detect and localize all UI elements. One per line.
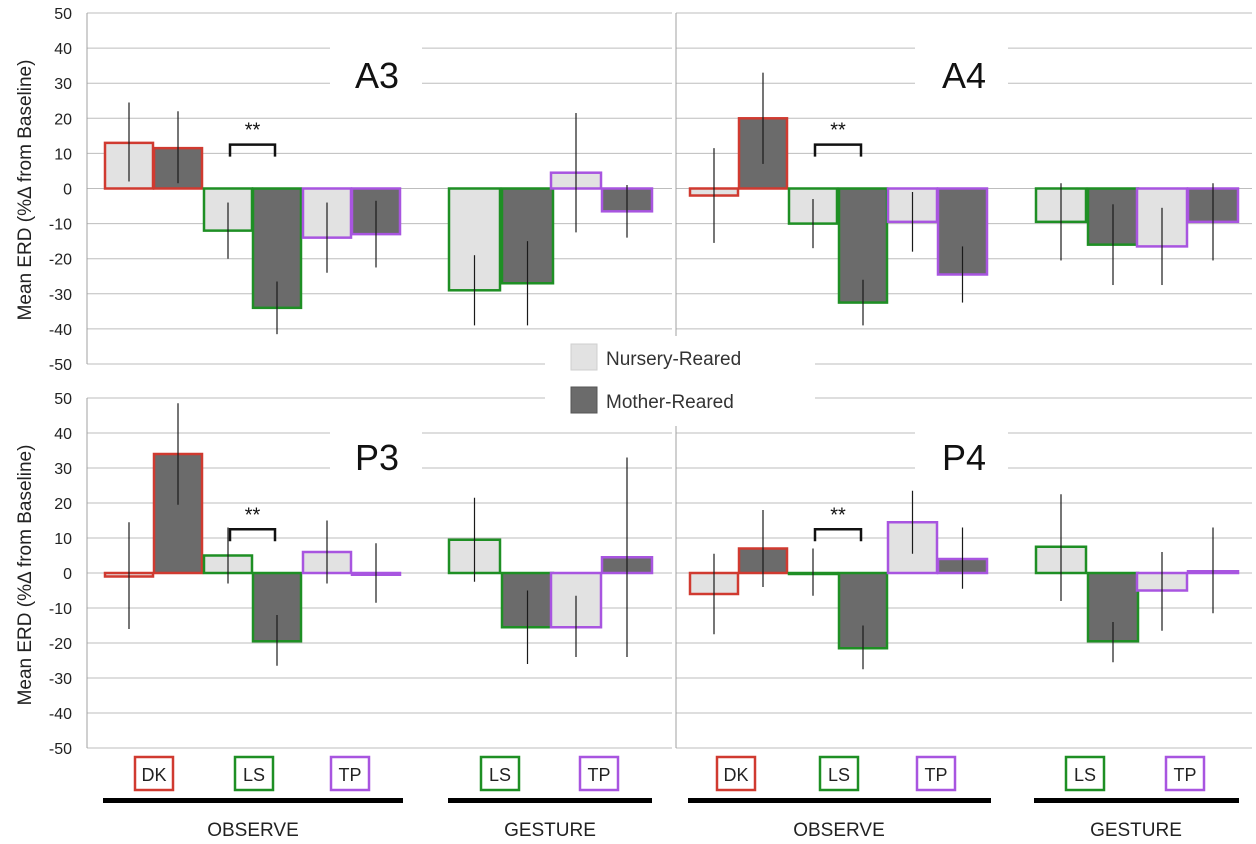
condition-label-tp: TP: [924, 765, 947, 785]
group-label-observe: OBSERVE: [793, 820, 885, 841]
y-tick-label: 30: [54, 461, 72, 478]
legend-swatch-mother: [570, 386, 598, 414]
y-tick-label: 20: [54, 496, 72, 513]
condition-box-ls: [479, 755, 521, 792]
y-tick-label: 50: [54, 6, 72, 23]
condition-label-ls: LS: [243, 765, 265, 785]
y-tick-label: 30: [54, 76, 72, 93]
annotation-layer: -50 -40 -30 -20 -10 0 10 20 30 40 50 A3 ** A4 ** -50 -40…: [49, 6, 986, 758]
panel-title: P3: [355, 437, 399, 478]
group-underline-gesture: [448, 798, 652, 803]
condition-label-tp: TP: [587, 765, 610, 785]
significance-stars: **: [830, 504, 846, 526]
y-tick-label: 10: [54, 146, 72, 163]
y-tick-label: -30: [49, 671, 72, 688]
group-underline-observe: [688, 798, 991, 803]
y-tick-label: -10: [49, 217, 72, 234]
condition-box-ls: [818, 755, 860, 792]
y-tick-label: 50: [54, 391, 72, 408]
condition-box-ls: [1064, 755, 1106, 792]
significance-stars: **: [245, 504, 261, 526]
condition-box-ls: [233, 755, 275, 792]
bar-layer: [103, 117, 1240, 650]
condition-box-tp: [578, 755, 620, 792]
y-tick-label: -50: [49, 741, 72, 758]
axis-layer: [86, 13, 677, 748]
significance-bracket: [228, 528, 277, 542]
legend-swatch-nursery: [570, 343, 598, 371]
y-tick-label: 40: [54, 41, 72, 58]
condition-label-tp: TP: [1173, 765, 1196, 785]
y-tick-label: -40: [49, 322, 72, 339]
y-tick-label: -50: [49, 357, 72, 374]
y-tick-label: -10: [49, 601, 72, 618]
y-axis-label-bottom: Mean ERD (%Δ from Baseline): [15, 445, 36, 706]
panel-title: A4: [942, 55, 986, 96]
group-underlines: [103, 798, 1239, 803]
condition-label-ls: LS: [489, 765, 511, 785]
significance-bracket: [813, 143, 863, 157]
y-tick-label: 0: [63, 182, 72, 199]
significance-bracket: [813, 528, 863, 542]
panel-title: P4: [942, 437, 986, 478]
y-tick-label: -40: [49, 706, 72, 723]
condition-label-dk: DK: [723, 765, 748, 785]
significance-stars: **: [830, 120, 846, 142]
y-tick-label: -20: [49, 252, 72, 269]
legend-label-mother: Mother-Reared: [606, 392, 734, 413]
y-tick-label: -20: [49, 636, 72, 653]
condition-label-dk: DK: [141, 765, 166, 785]
group-underline-observe: [103, 798, 403, 803]
condition-labels: DK LS TP LS TP DK LS TP LS TP: [133, 755, 1206, 792]
condition-box-tp: [915, 755, 957, 792]
y-tick-label: 40: [54, 426, 72, 443]
condition-box-tp: [1164, 755, 1206, 792]
y-tick-label: 20: [54, 111, 72, 128]
condition-box-dk: [133, 755, 175, 792]
legend: Nursery-Reared Mother-Reared: [545, 336, 815, 426]
condition-label-ls: LS: [1074, 765, 1096, 785]
legend-label-nursery: Nursery-Reared: [606, 349, 741, 370]
significance-stars: **: [245, 120, 261, 142]
y-axis-label-top: Mean ERD (%Δ from Baseline): [15, 60, 36, 321]
significance-bracket: [228, 143, 277, 157]
y-tick-label: -30: [49, 287, 72, 304]
group-label-gesture: GESTURE: [1090, 820, 1182, 841]
group-label-gesture: GESTURE: [504, 820, 596, 841]
error-bar-layer: [128, 72, 1214, 670]
condition-label-tp: TP: [338, 765, 361, 785]
condition-box-dk: [715, 755, 757, 792]
group-label-observe: OBSERVE: [207, 820, 299, 841]
y-tick-label: 0: [63, 566, 72, 583]
y-tick-label: 10: [54, 531, 72, 548]
condition-box-tp: [329, 755, 371, 792]
condition-label-ls: LS: [828, 765, 850, 785]
panel-title: A3: [355, 55, 399, 96]
group-underline-gesture: [1034, 798, 1239, 803]
